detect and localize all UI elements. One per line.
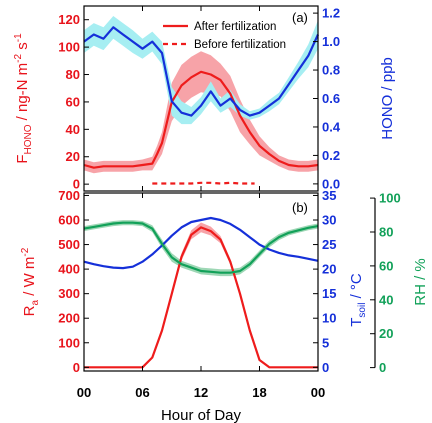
panel-label-b: (b) — [292, 200, 308, 215]
axis-label-part-2: / ng-N m — [14, 63, 31, 125]
axis-label-part-1: a — [30, 299, 41, 305]
x-axis-title: Hour of Day — [161, 407, 242, 423]
y-axis-title-right-b: RH / % — [412, 258, 429, 306]
x-tick-label: 00 — [311, 385, 325, 400]
y-tick-label-left-b: 300 — [58, 286, 80, 301]
y-tick-label-left-a: 80 — [66, 67, 80, 82]
y-tick-label-left-b: 0 — [73, 360, 80, 375]
y-tick-label-left-a: 0 — [73, 177, 80, 192]
y-axis-title-mid-b: Tsoil / °C — [348, 273, 368, 327]
legend-a: After fertilization Before fertilization — [163, 21, 286, 51]
series-a-2-band — [84, 16, 318, 125]
series-b-2-band — [84, 220, 318, 277]
series-b-1-line — [83, 216, 319, 270]
y-tick-label-mid-b: 10 — [322, 311, 336, 326]
axis-label-part-0: F — [14, 155, 31, 164]
panel-label-a: (a) — [292, 10, 308, 25]
axis-label-part-4: s — [14, 42, 31, 54]
y-axis-title-left-a: FHONO / ng-N m-2 s-1 — [13, 33, 34, 164]
y-tick-label-left-a: 40 — [66, 122, 80, 137]
y-tick-label-left-b: 100 — [58, 335, 80, 350]
y-tick-label-left-b: 600 — [58, 213, 80, 228]
axis-label-part-0: T — [348, 318, 365, 327]
y-tick-label-right-a: 0.0 — [322, 176, 340, 191]
y-tick-label-left-a: 20 — [66, 149, 80, 164]
y-tick-label-mid-b: 20 — [322, 262, 336, 277]
axis-label-part-3: -2 — [20, 247, 31, 256]
y-tick-label-left-a: 100 — [58, 40, 80, 55]
y-tick-label-mid-b: 5 — [322, 335, 329, 350]
axis-label-part-0: R — [21, 305, 38, 316]
series-a-0-band — [84, 51, 318, 174]
y-tick-label-left-b: 400 — [58, 262, 80, 277]
y-tick-label-mid-b: 35 — [322, 188, 336, 203]
y-tick-label-right-b: 0 — [379, 360, 386, 375]
series-b-0-line — [84, 226, 318, 369]
y-tick-label-right-a: 0.6 — [322, 91, 340, 106]
y-tick-label-right-b: 80 — [379, 224, 393, 239]
y-axis-title-left-b: Ra / W m-2 — [20, 247, 41, 316]
y-tick-label-left-a: 60 — [66, 94, 80, 109]
y-tick-label-right-b: 100 — [379, 191, 401, 206]
series-a-2-line — [83, 26, 320, 117]
y-tick-label-left-b: 200 — [58, 311, 80, 326]
axis-label-part-3: -2 — [13, 53, 24, 62]
y-tick-label-mid-b: 30 — [322, 213, 336, 228]
axis-label-part-2: / W m — [21, 257, 38, 300]
y-tick-label-right-a: 0.8 — [322, 63, 340, 78]
series-b-0-band — [84, 222, 318, 368]
y-tick-label-right-b: 60 — [379, 258, 393, 273]
series-a-0-line — [83, 70, 319, 169]
y-tick-label-left-a: 120 — [58, 12, 80, 27]
y-axis-title-right-a: HONO / ppb — [379, 57, 396, 140]
legend-label-before: Before fertilization — [194, 39, 286, 51]
axis-label-part-1: soil — [357, 303, 368, 318]
x-tick-label: 18 — [252, 385, 266, 400]
axis-label-part-2: / °C — [348, 273, 365, 303]
y-tick-label-left-b: 500 — [58, 237, 80, 252]
y-tick-label-right-a: 1.0 — [322, 34, 340, 49]
y-tick-label-right-a: 0.2 — [322, 148, 340, 163]
series-b-2-line — [83, 221, 319, 274]
y-tick-label-mid-b: 0 — [322, 360, 329, 375]
axis-label-part-1: HONO — [23, 124, 34, 154]
y-tick-label-right-b: 40 — [379, 292, 393, 307]
y-tick-label-mid-b: 25 — [322, 237, 336, 252]
y-tick-label-left-b: 700 — [58, 188, 80, 203]
x-tick-label: 00 — [77, 385, 91, 400]
y-tick-label-right-a: 0.4 — [322, 119, 341, 134]
axis-label-part-5: -1 — [13, 33, 24, 42]
y-tick-label-right-a: 1.2 — [322, 6, 340, 21]
x-tick-label: 12 — [194, 385, 208, 400]
x-tick-label: 06 — [135, 385, 149, 400]
y-tick-label-mid-b: 15 — [322, 286, 336, 301]
y-tick-label-right-b: 20 — [379, 326, 393, 341]
panel-a: 0204060801001200.00.20.40.60.81.01.2FHON… — [13, 5, 396, 192]
legend-label-after: After fertilization — [194, 21, 276, 33]
series-a-1-line — [152, 181, 255, 185]
